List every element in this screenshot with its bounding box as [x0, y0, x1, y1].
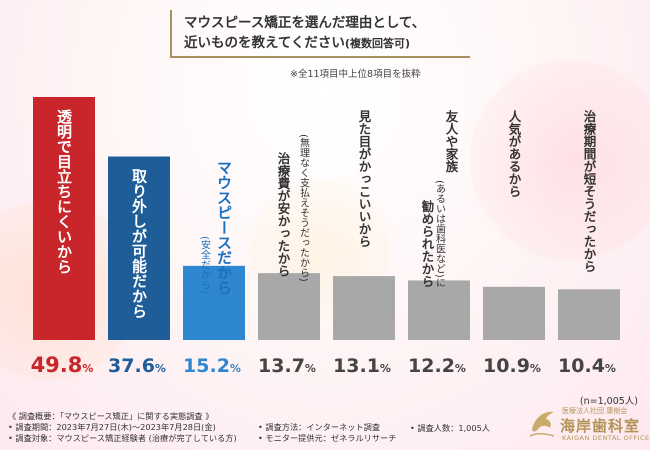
category-label-7: 人気があるから: [507, 109, 522, 198]
title-line1: マウスピース矯正を選んだ理由として、: [184, 15, 426, 31]
logo-main: 海岸歯科室: [560, 417, 641, 435]
sample-size-label: (n=1,005人): [579, 396, 638, 407]
category-label-5: 見た目がかっこいいから: [357, 109, 372, 248]
value-label-2: 37.6%: [108, 355, 166, 377]
category-label-6-a: 友人や家族: [444, 109, 459, 173]
survey-footer: 《 調査概要：「マウスピース矯正」に関する実態調査 》 • 調査期間：2023年…: [8, 411, 237, 444]
title-line2-note: (複数回答可): [344, 37, 410, 50]
category-label-2: 取り外しが可能だから: [130, 169, 148, 319]
survey-monitor: • モニター提供元：ゼネラルリサーチ: [258, 433, 397, 443]
title-line2-main: 近いものを教えてください: [184, 35, 345, 51]
value-label-4: 13.7%: [258, 355, 316, 377]
bar-6: [408, 280, 470, 340]
excerpt-note: ※全11項目中上位8項目を抜粋: [290, 69, 421, 80]
bar-7: [483, 286, 545, 340]
clinic-logo: 医療法人社団 康樹会 海岸歯科室 KAIGAN DENTAL OFFICE: [528, 404, 649, 444]
chart-title: マウスピース矯正を選んだ理由として、 近いものを教えてください(複数回答可): [170, 10, 470, 58]
value-label-8: 10.4%: [558, 355, 616, 377]
bar-8: [558, 289, 620, 340]
value-label-1: 49.8%: [31, 353, 94, 377]
survey-overview: 《 調査概要：「マウスピース矯正」に関する実態調査 》: [8, 411, 214, 421]
category-sublabel-4: (無理なく支払えそうだったから): [298, 134, 310, 282]
bar-3: [183, 265, 245, 340]
category-label-4: 治療費が安かったから: [276, 151, 291, 277]
bar-4: [258, 273, 320, 340]
logo-english: KAIGAN DENTAL OFFICE: [562, 434, 650, 442]
category-label-1: 透明で目立ちにくいから: [55, 109, 73, 274]
category-label-6-b: 勧められたから: [420, 199, 435, 288]
bar-1: [33, 96, 95, 340]
category-label-6-inline: (あるいは歯科医など)に: [434, 180, 446, 288]
title-line2: 近いものを教えてください(複数回答可): [184, 33, 470, 54]
category-label-8: 治療期間が短そうだったから: [582, 109, 597, 273]
bar-chart: 透明で目立ちにくいから 49.8% 取り外しが可能だから 37.6% マウスピースだから…: [31, 96, 620, 377]
bar-2: [108, 156, 170, 340]
category-label-3: マウスピースだから: [215, 160, 233, 295]
value-label-6: 12.2%: [408, 355, 466, 377]
dolphin-icon: [529, 411, 555, 437]
survey-period: • 調査期間：2023年7月27日(木)～2023年7月28日(金): [8, 422, 216, 432]
survey-method: • 調査方法：インターネット調査: [258, 422, 381, 432]
survey-count: • 調査人数：1,005人: [410, 423, 490, 433]
bar-5: [333, 276, 395, 340]
logo-sub: 医療法人社団 康樹会: [562, 407, 628, 415]
value-label-3: 15.2%: [183, 355, 241, 377]
survey-footer-mid: • 調査方法：インターネット調査 • モニター提供元：ゼネラルリサーチ: [258, 422, 396, 444]
value-label-7: 10.9%: [483, 355, 541, 377]
survey-target: • 調査対象：マウスピース矯正経験者 (治療が完了している方): [8, 433, 237, 443]
category-sublabel-3: (安全だから): [199, 236, 211, 294]
value-label-5: 13.1%: [333, 355, 391, 377]
